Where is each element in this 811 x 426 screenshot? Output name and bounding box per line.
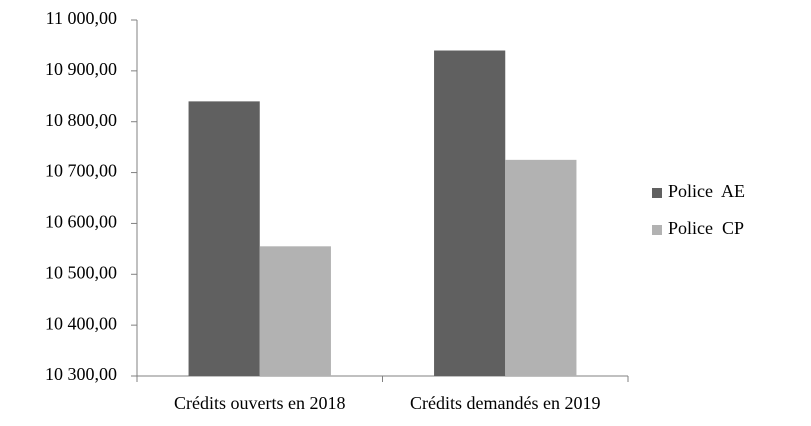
y-tick-label: 10 700,00: [45, 161, 117, 181]
legend-swatch: [652, 188, 662, 198]
legend-label: Police AE: [668, 181, 745, 201]
legend-swatch: [652, 225, 662, 235]
y-tick-label: 10 300,00: [45, 364, 117, 384]
y-tick-label: 10 400,00: [45, 313, 117, 333]
y-tick-label: 10 500,00: [45, 262, 117, 282]
bar: [259, 246, 331, 376]
y-tick-label: 10 800,00: [45, 110, 117, 130]
y-tick-label: 10 900,00: [45, 59, 117, 79]
bar: [505, 159, 577, 376]
bar: [434, 50, 506, 377]
x-tick-label: Crédits ouverts en 2018: [174, 393, 345, 413]
y-tick-label: 10 600,00: [45, 212, 117, 232]
bar: [188, 101, 260, 376]
x-tick-label: Crédits demandés en 2019: [410, 393, 600, 413]
legend-label: Police CP: [668, 218, 744, 238]
y-tick-label: 11 000,00: [46, 8, 117, 28]
